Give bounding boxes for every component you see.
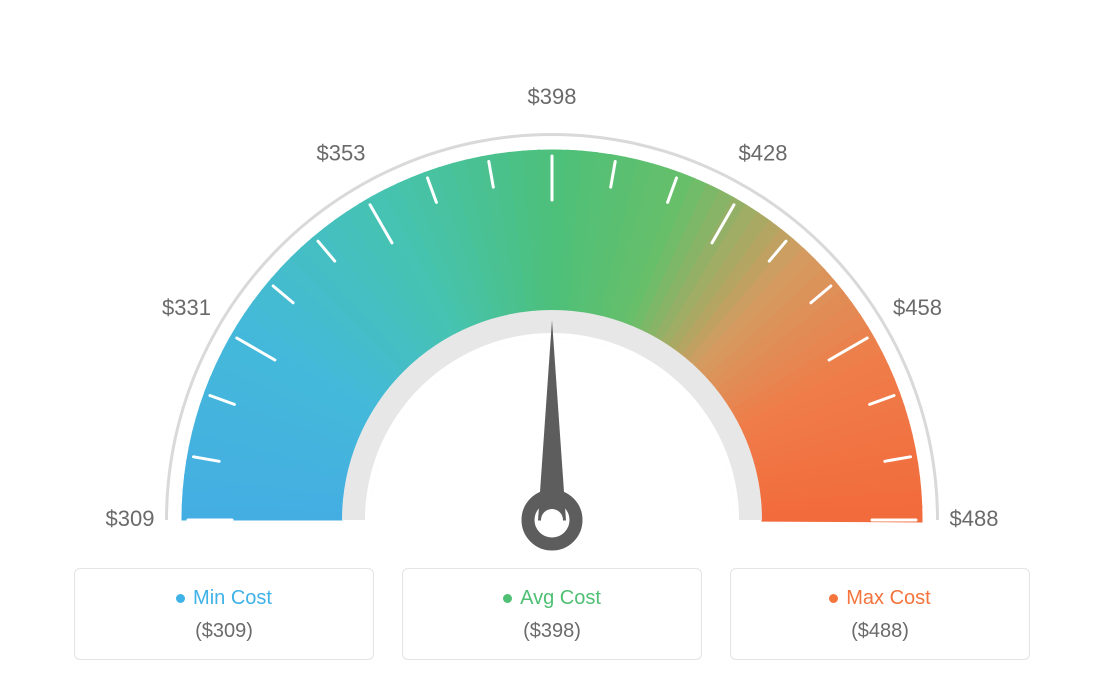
gauge-tick-label: $458 [893, 295, 942, 320]
legend-row: Min Cost ($309) Avg Cost ($398) Max Cost… [0, 568, 1104, 660]
gauge-svg: $309 $331 $353 $398 $428 $458 $488 [22, 50, 1082, 580]
legend-card-max: Max Cost ($488) [730, 568, 1030, 660]
legend-label-min: Min Cost [193, 587, 272, 610]
legend-value-min: ($309) [85, 620, 363, 643]
gauge-tick-label: $398 [528, 84, 577, 109]
legend-title-min: Min Cost [176, 587, 272, 610]
legend-dot-max [829, 594, 838, 603]
legend-title-avg: Avg Cost [503, 587, 601, 610]
gauge-chart: $309 $331 $353 $398 $428 $458 $488 [0, 0, 1104, 560]
legend-value-avg: ($398) [413, 620, 691, 643]
legend-dot-min [176, 594, 185, 603]
legend-card-min: Min Cost ($309) [74, 568, 374, 660]
legend-title-max: Max Cost [829, 587, 930, 610]
legend-value-max: ($488) [741, 620, 1019, 643]
gauge-tick-label: $428 [739, 141, 788, 166]
legend-label-avg: Avg Cost [520, 587, 601, 610]
gauge-tick-label: $309 [106, 506, 155, 531]
gauge-tick-label: $353 [317, 141, 366, 166]
legend-dot-avg [503, 594, 512, 603]
legend-label-max: Max Cost [846, 587, 930, 610]
legend-card-avg: Avg Cost ($398) [402, 568, 702, 660]
gauge-tick-label: $488 [950, 506, 999, 531]
gauge-tick-label: $331 [162, 295, 211, 320]
